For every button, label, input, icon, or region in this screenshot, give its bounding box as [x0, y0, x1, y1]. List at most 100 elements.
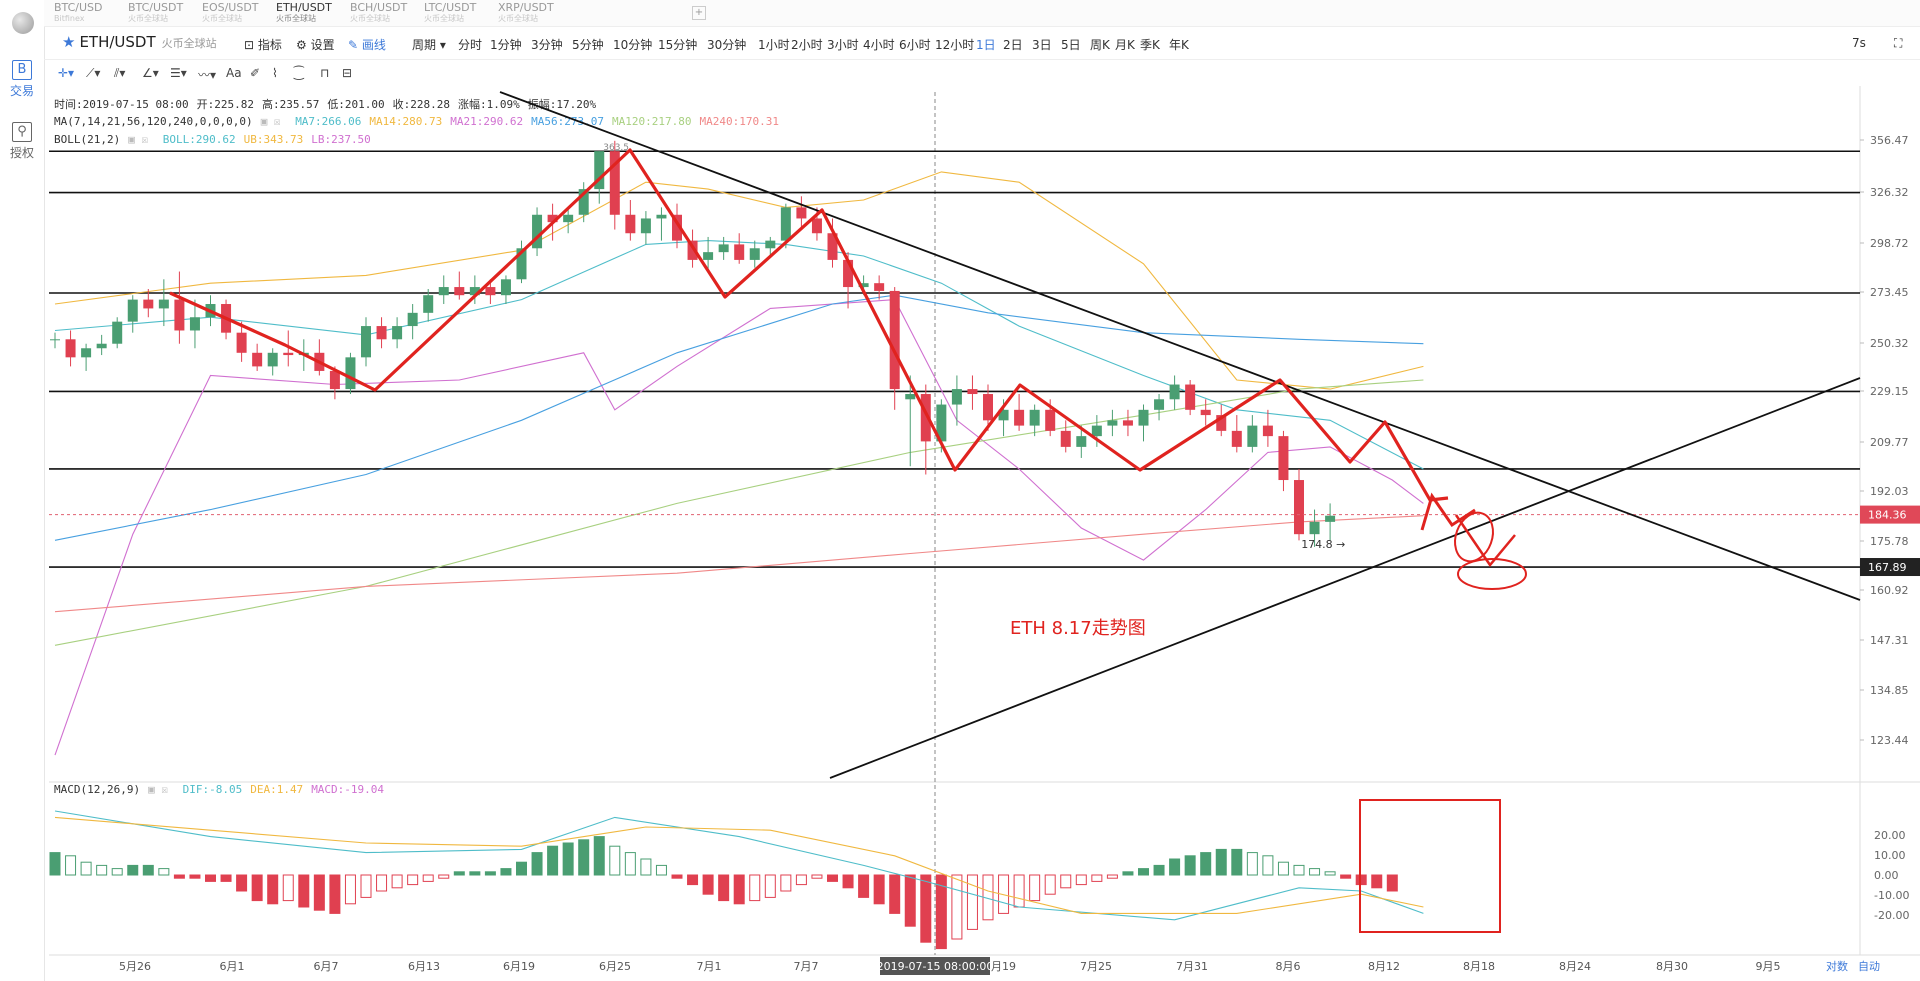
line-icon[interactable]: ⟋▾: [86, 66, 101, 80]
period-option[interactable]: 4小时: [863, 38, 895, 52]
tab-eos-usdt[interactable]: EOS/USDT 火币全球站: [202, 2, 259, 24]
brush-icon[interactable]: ⌇: [272, 66, 278, 80]
indicator-button[interactable]: ⊡ 指标: [244, 36, 282, 53]
boll-legend-name: BOLL(21,2): [54, 133, 121, 146]
parallel-lines-icon[interactable]: ☰▾: [170, 66, 187, 80]
candle-body: [687, 240, 698, 260]
macd-bar: [220, 874, 232, 882]
text-icon[interactable]: Aa: [226, 66, 242, 80]
macd-bar: [671, 874, 683, 879]
tab-btc-usdt[interactable]: BTC/USDT 火币全球站: [128, 1, 184, 24]
period-option[interactable]: 分时: [458, 38, 483, 52]
ohlc-change: 涨幅:1.09%: [458, 98, 520, 111]
period-option[interactable]: 3小时: [827, 38, 859, 52]
tab-pair: BCH/USDT: [350, 1, 408, 14]
sidebar-item-exchange[interactable]: B 交易: [0, 60, 44, 99]
candle-body: [205, 304, 216, 318]
macd-bar: [282, 874, 294, 902]
period-option[interactable]: 2日: [1003, 38, 1023, 52]
candle-body: [889, 290, 900, 390]
tab-ltc-usdt[interactable]: LTC/USDT 火币全球站: [424, 2, 476, 24]
support-price-label: 167.89: [1868, 561, 1907, 574]
period-option[interactable]: 3分钟: [531, 38, 563, 52]
candle-body: [811, 218, 822, 234]
price-tick-label: 326.32: [1870, 186, 1909, 199]
macd-bar: [702, 874, 714, 895]
macd-bar: [1013, 874, 1025, 908]
candle-body: [936, 404, 947, 442]
sidebar-item-authorize[interactable]: ⚲ 授权: [0, 122, 44, 161]
candle-body: [967, 389, 978, 395]
period-option[interactable]: 3日: [1032, 38, 1052, 52]
legend-settings-icon[interactable]: ▣ ☒: [128, 133, 149, 146]
period-option[interactable]: 1小时: [758, 38, 790, 52]
tab-xrp-usdt[interactable]: XRP/USDT 火币全球站: [498, 2, 554, 24]
date-tick-label: 6月19: [503, 960, 535, 973]
star-icon[interactable]: ★: [62, 33, 76, 51]
tab-eth-usdt[interactable]: ETH/USDT 火币全球站: [276, 2, 332, 24]
draw-button[interactable]: ✎ 画线: [348, 36, 386, 53]
tab-btc-usd[interactable]: BTC/USD Bitfinex: [54, 2, 103, 24]
period-option[interactable]: 1分钟: [490, 38, 522, 52]
candle-body: [65, 339, 76, 358]
ub-label: UB:343.73: [243, 133, 304, 146]
fullscreen-icon[interactable]: ⛶: [1894, 36, 1903, 50]
candle-body: [485, 287, 496, 296]
angle-icon[interactable]: ∠▾: [142, 66, 159, 80]
candle-body: [1029, 409, 1040, 426]
macd-bar: [951, 874, 963, 940]
period-option[interactable]: 6小时: [899, 38, 931, 52]
period-option[interactable]: 年K: [1169, 38, 1189, 52]
macd-bar: [531, 852, 543, 876]
candle-body: [718, 244, 729, 253]
macd-bar: [158, 868, 170, 876]
period-option[interactable]: 周K: [1090, 38, 1110, 52]
period-option[interactable]: 5分钟: [572, 38, 604, 52]
ohlc-close: 收:228.28: [392, 98, 451, 111]
legend-settings-icon[interactable]: ▣ ☒: [148, 783, 168, 796]
overlay-line-ma56: [54, 294, 1424, 541]
multi-line-icon[interactable]: ⫽▾: [114, 66, 126, 80]
date-tick-label: 9月5: [1756, 960, 1781, 973]
sidebar-item-label: 授权: [9, 146, 34, 160]
date-tick-label: 7月31: [1176, 960, 1208, 973]
candle-body: [236, 332, 247, 353]
lock-icon[interactable]: ⊓: [320, 66, 330, 80]
period-option[interactable]: 2小时: [791, 38, 823, 52]
tab-pair: BTC/USDT: [128, 1, 184, 14]
trash-icon[interactable]: ⊟: [342, 66, 353, 80]
macd-bar: [313, 874, 325, 911]
period-option[interactable]: 季K: [1140, 38, 1160, 52]
period-option[interactable]: 10分钟: [613, 38, 653, 52]
pattern-icon[interactable]: ⁐: [294, 66, 304, 80]
legend-settings-icon[interactable]: ▣ ☒: [260, 115, 281, 128]
macd-bar: [827, 874, 838, 882]
candle-body: [112, 321, 123, 344]
overlay-line-lb: [54, 299, 1424, 756]
candle-body: [96, 343, 107, 349]
period-option[interactable]: 30分钟: [707, 38, 747, 52]
period-option[interactable]: 15分钟: [658, 38, 698, 52]
candle-body: [1185, 384, 1196, 410]
price-tick-label: 134.85: [1870, 684, 1909, 697]
period-option[interactable]: 12小时: [935, 38, 975, 52]
chevron-down-icon: ▾: [439, 38, 446, 52]
tab-bch-usdt[interactable]: BCH/USDT 火币全球站: [350, 1, 408, 24]
add-tab-button[interactable]: +: [692, 6, 706, 20]
period-option[interactable]: 5日: [1061, 38, 1081, 52]
macd-bar: [251, 874, 263, 902]
ruler-icon[interactable]: ✐: [250, 66, 261, 80]
macd-bar: [1215, 848, 1227, 876]
settings-button[interactable]: ⚙ 设置: [296, 36, 335, 53]
macd-bar: [391, 874, 403, 889]
wave-icon[interactable]: 〰▾: [198, 68, 217, 82]
period-option[interactable]: 1日: [976, 38, 996, 52]
candle-body: [1169, 384, 1180, 400]
macd-bar: [1309, 868, 1321, 876]
candle-body: [594, 151, 605, 190]
crosshair-icon[interactable]: ✛▾: [58, 66, 75, 80]
date-tick-label: 7月25: [1080, 960, 1112, 973]
period-option[interactable]: 月K: [1115, 38, 1135, 52]
period-dropdown[interactable]: 周期 ▾: [412, 36, 446, 53]
